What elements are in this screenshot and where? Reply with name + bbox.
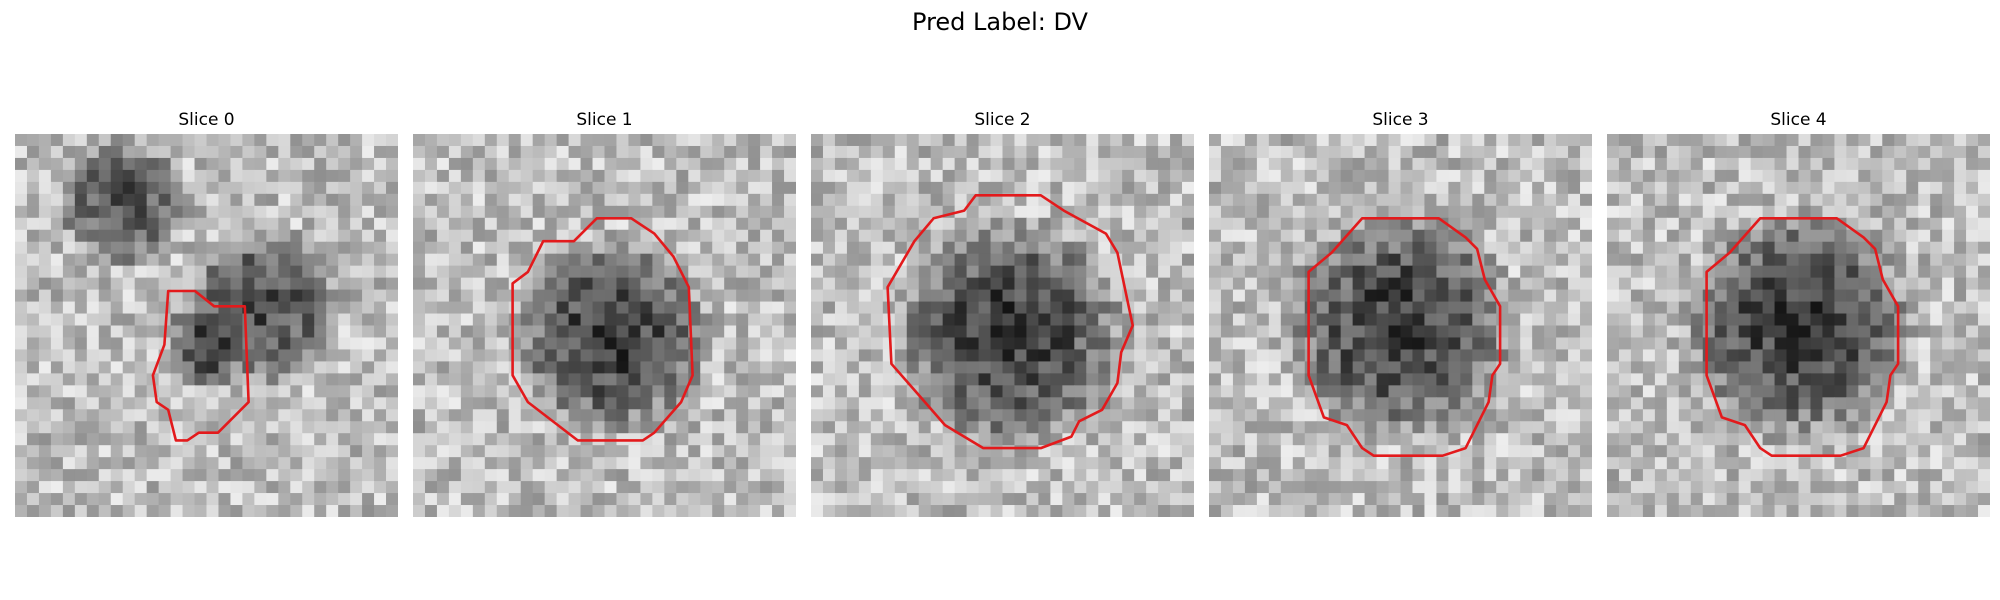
slice-image xyxy=(1607,134,1990,517)
figure-title: Pred Label: DV xyxy=(912,8,1088,36)
slice-title: Slice 2 xyxy=(974,110,1031,130)
slice-title: Slice 4 xyxy=(1770,110,1827,130)
segmentation-contour xyxy=(151,289,250,442)
slice-image xyxy=(413,134,796,517)
slice-image xyxy=(811,134,1194,517)
segmentation-contour xyxy=(1307,217,1502,458)
slice-image xyxy=(15,134,398,517)
slice-title: Slice 0 xyxy=(178,110,235,130)
segmentation-contour xyxy=(511,217,694,442)
slice-title: Slice 3 xyxy=(1372,110,1429,130)
slice-title: Slice 1 xyxy=(576,110,633,130)
segmentation-contour xyxy=(1705,217,1900,458)
segmentation-contour xyxy=(886,193,1135,450)
slice-image xyxy=(1209,134,1592,517)
